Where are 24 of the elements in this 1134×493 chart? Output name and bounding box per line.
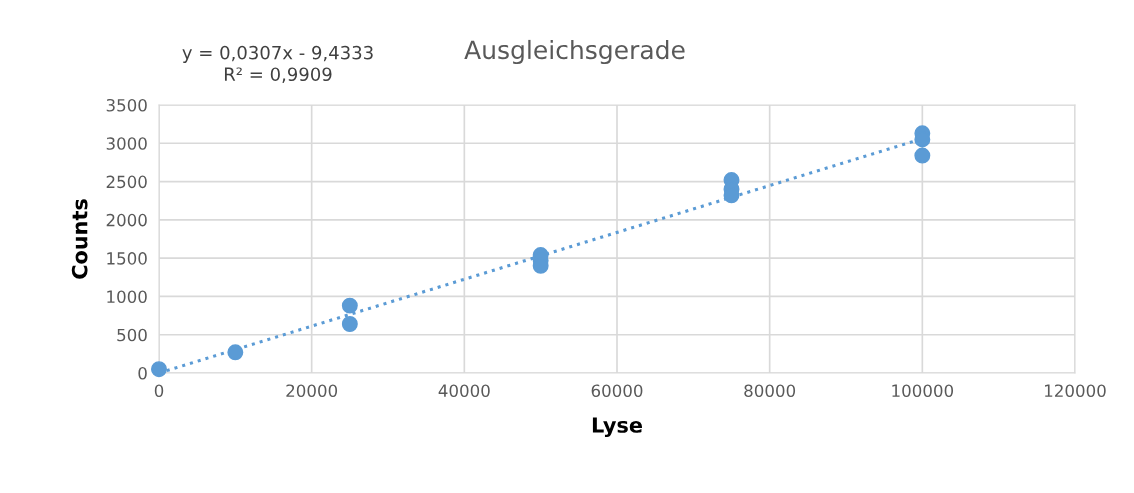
x-tick-label: 80000 [744,384,796,398]
point [914,147,931,164]
text: y = 0,0307x - 9,4333 R² = 0,9909 [182,45,373,83]
y-tick-label: 3500 [106,98,147,112]
y-tick-label: 2000 [106,213,147,227]
x-tick-label: 0 [154,384,164,398]
x-tick-label: 60000 [591,384,643,398]
y-axis-title: Counts [71,199,88,279]
chart-title: Ausgleichsgerade [464,39,685,65]
y-tick-label: 1500 [107,252,147,265]
x-axis-title: Lyse [592,417,642,438]
x-tick-label: 120000 [1045,384,1106,398]
y-tick-label: 0 [138,366,147,380]
x-tick-label: 100000 [892,384,954,398]
y-tick-label: 3000 [106,137,147,150]
point [151,361,167,378]
y-tick-label: 500 [117,328,147,342]
x-tick-label: 40000 [438,384,490,398]
x-tick-label: 20000 [286,384,338,398]
y-tick-label: 1000 [107,290,147,303]
point [341,316,358,332]
point [227,344,244,361]
y-tick-label: 2500 [106,175,147,189]
point [341,297,358,314]
